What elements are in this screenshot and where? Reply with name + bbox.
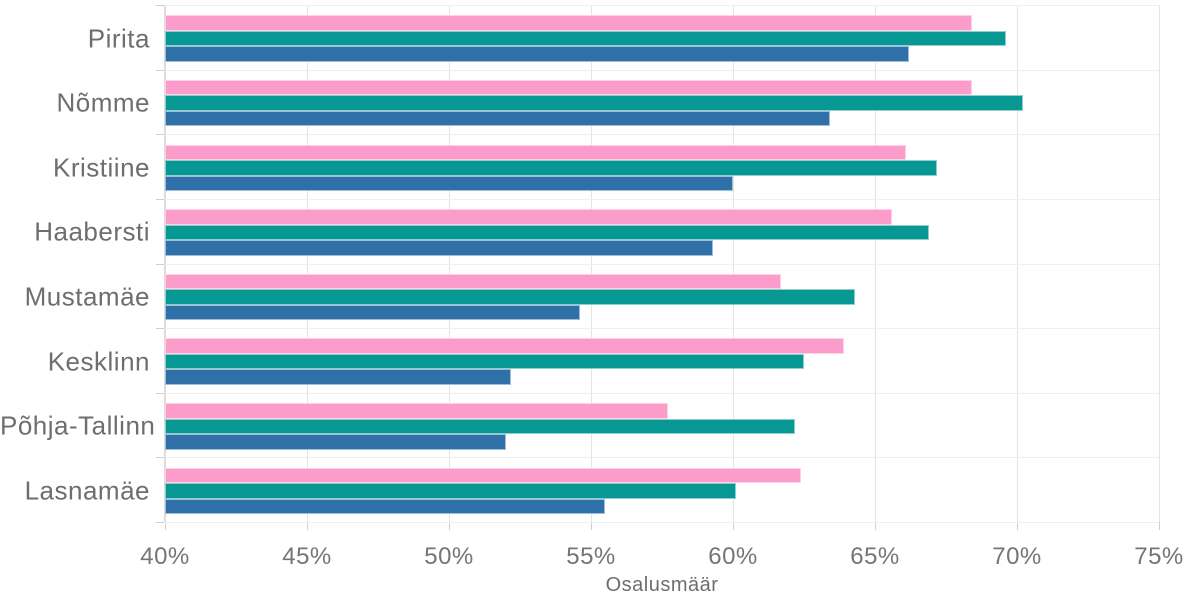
x-tick-label-65pct: 65%	[850, 543, 900, 570]
x-tick-65pct	[875, 522, 876, 530]
x-tick-40pct	[165, 522, 166, 530]
gridline-75pct	[1159, 5, 1160, 522]
y-tick	[156, 69, 164, 71]
y-tick	[156, 328, 164, 330]
x-axis-title: Osalusmäär	[605, 574, 719, 596]
category-label-kesklinn: Kesklinn	[47, 346, 150, 377]
bar-haabersti-pink-series[interactable]	[165, 209, 893, 225]
bar-mustamae-pink-series[interactable]	[165, 273, 782, 290]
band-separator	[165, 457, 1159, 459]
bar-nomme-blue-series[interactable]	[165, 110, 830, 127]
bar-haabersti-teal-series[interactable]	[165, 224, 929, 241]
bar-kesklinn-teal-series[interactable]	[165, 353, 804, 370]
category-label-nomme: Nõmme	[56, 87, 150, 118]
bar-pohja-tallinn-blue-series[interactable]	[165, 434, 506, 450]
x-tick-70pct	[1017, 522, 1018, 530]
band-separator	[165, 522, 1159, 523]
x-tick-label-50pct: 50%	[424, 543, 474, 570]
band-separator	[165, 198, 1159, 200]
bar-kesklinn-blue-series[interactable]	[165, 369, 512, 385]
x-tick-label-55pct: 55%	[566, 543, 616, 570]
band-separator	[165, 328, 1159, 330]
bar-pirita-pink-series[interactable]	[165, 15, 972, 31]
x-tick-50pct	[449, 522, 450, 530]
band-separator	[165, 263, 1159, 265]
band-separator	[165, 69, 1159, 71]
x-tick-55pct	[591, 522, 592, 530]
band-separator	[165, 5, 1159, 6]
y-tick	[156, 5, 164, 6]
bar-mustamae-blue-series[interactable]	[165, 304, 580, 321]
category-label-haabersti: Haabersti	[34, 216, 150, 247]
bar-kesklinn-pink-series[interactable]	[165, 338, 844, 354]
plot-area	[156, 5, 1160, 530]
bar-lasnamae-teal-series[interactable]	[165, 483, 736, 499]
bar-pohja-tallinn-pink-series[interactable]	[165, 403, 668, 419]
bar-kristiine-blue-series[interactable]	[165, 175, 733, 192]
band-separator	[165, 134, 1159, 136]
category-label-pohja-tallinn: Põhja-Tallinn	[0, 410, 156, 441]
category-label-pirita: Pirita	[87, 23, 150, 54]
bar-pirita-blue-series[interactable]	[165, 46, 910, 62]
x-tick-label-40pct: 40%	[140, 543, 190, 570]
y-tick	[156, 263, 164, 265]
x-tick-60pct	[733, 522, 734, 530]
bar-haabersti-blue-series[interactable]	[165, 240, 714, 256]
bar-lasnamae-blue-series[interactable]	[165, 498, 606, 515]
x-tick-label-75pct: 75%	[1134, 543, 1184, 570]
bar-pohja-tallinn-teal-series[interactable]	[165, 418, 796, 435]
bar-nomme-pink-series[interactable]	[165, 79, 972, 96]
bar-pirita-teal-series[interactable]	[165, 30, 1006, 47]
bar-lasnamae-pink-series[interactable]	[165, 467, 802, 484]
x-tick-label-45pct: 45%	[282, 543, 332, 570]
y-tick	[156, 457, 164, 459]
bar-kristiine-teal-series[interactable]	[165, 160, 938, 176]
x-tick-45pct	[307, 522, 308, 530]
x-tick-label-70pct: 70%	[992, 543, 1042, 570]
x-tick-label-60pct: 60%	[708, 543, 758, 570]
category-label-mustamae: Mustamäe	[24, 281, 150, 312]
bar-mustamae-teal-series[interactable]	[165, 289, 856, 305]
bar-kristiine-pink-series[interactable]	[165, 144, 907, 161]
y-tick	[156, 198, 164, 200]
y-tick	[156, 392, 164, 394]
bar-nomme-teal-series[interactable]	[165, 95, 1023, 111]
band-separator	[165, 392, 1159, 394]
y-tick	[156, 134, 164, 136]
y-tick	[156, 522, 164, 523]
category-label-lasnamae: Lasnamäe	[24, 475, 150, 506]
category-label-kristiine: Kristiine	[53, 152, 150, 183]
x-tick-75pct	[1159, 522, 1160, 530]
